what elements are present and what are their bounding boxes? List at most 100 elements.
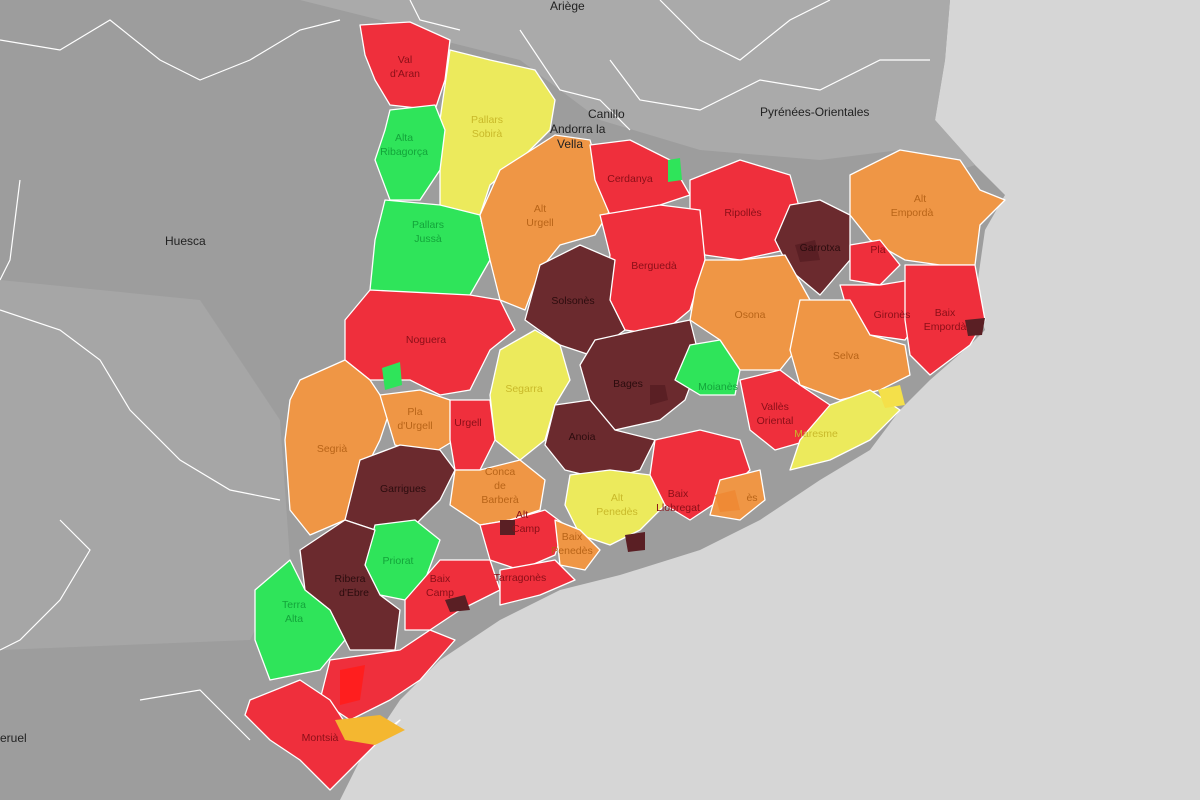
- label-alt-urgell-2: Urgell: [526, 217, 553, 229]
- enclave-dark-4: [445, 595, 470, 612]
- label-baix-llobregat: Baix: [668, 488, 689, 500]
- label-baix-emporda: Baix: [935, 307, 956, 319]
- border-line-3: [0, 179, 21, 281]
- label-alt-emporda: Alt: [914, 193, 926, 205]
- enclave-orange-delta: [335, 715, 405, 745]
- label-segria: Segrià: [317, 443, 348, 455]
- label-huesca: Huesca: [165, 234, 206, 248]
- region-baix-camp[interactable]: [404, 559, 501, 631]
- border-line-1: [0, 19, 341, 81]
- label-garrotxa: Garrotxa: [800, 242, 841, 254]
- region-anoia[interactable]: [544, 399, 656, 481]
- label-pallars-jussa-2: Jussà: [414, 233, 442, 245]
- label-alt-emporda-2: Empordà: [891, 207, 934, 219]
- label-alt-camp-2: Camp: [512, 523, 540, 535]
- region-conca-barbera[interactable]: [449, 459, 546, 526]
- label-pyrenees-orientales: Pyrénées-Orientales: [760, 105, 869, 119]
- label-ripolles: Ripollès: [724, 207, 761, 219]
- label-ribera-debre-2: d'Ebre: [339, 587, 369, 599]
- enclave-red-1: [340, 665, 365, 705]
- label-andorra-2: Vella: [557, 137, 583, 151]
- label-conca-barbera: Conca: [485, 466, 516, 478]
- label-canillo: Canillo: [588, 107, 625, 121]
- label-baix-emporda-2: Empordà: [924, 321, 967, 333]
- label-alt-urgell: Alt: [534, 203, 546, 215]
- regions-layer: [244, 21, 1006, 791]
- label-alta-ribagorca: Alta: [395, 132, 413, 144]
- label-maresme: Maresme: [794, 428, 838, 440]
- land-light-north: [200, 0, 975, 170]
- label-terra-alta: Terra: [282, 599, 306, 611]
- region-moianes[interactable]: [674, 339, 741, 396]
- label-alt-camp: Alt: [516, 509, 528, 521]
- label-priorat: Priorat: [383, 555, 414, 567]
- border-line-9: [409, 0, 461, 31]
- label-cerdanya: Cerdanya: [607, 173, 653, 185]
- label-valles-oriental: Vallès: [761, 401, 789, 413]
- label-solsones: Solsonès: [551, 295, 594, 307]
- region-baix-penedes[interactable]: [554, 519, 601, 571]
- label-ariege: Ariège: [550, 0, 585, 13]
- region-pla-estany[interactable]: [849, 239, 901, 286]
- label-moianes: Moianès: [698, 381, 738, 393]
- label-baix-camp: Baix: [430, 573, 451, 585]
- label-garrigues: Garrigues: [380, 483, 426, 495]
- label-alt-penedes-2: Penedès: [596, 506, 637, 518]
- enclave-yellow-1: [878, 385, 905, 408]
- label-alta-ribagorca-2: Ribagorça: [380, 146, 428, 158]
- region-bages[interactable]: [579, 319, 701, 431]
- region-labels: Val d'Aran Pallars Sobirà Alta Ribagorça…: [282, 54, 966, 744]
- label-pla-estany: Pla: [870, 244, 885, 256]
- label-conca-barbera-3: Barberà: [481, 494, 519, 506]
- region-baix-emporda[interactable]: [904, 264, 986, 376]
- region-selva[interactable]: [789, 299, 911, 401]
- label-ribera-debre: Ribera: [335, 573, 366, 585]
- label-osona: Osona: [735, 309, 766, 321]
- region-maresme[interactable]: [789, 389, 901, 471]
- label-baix-penedes: Baix: [562, 531, 583, 543]
- enclave-green-2: [668, 158, 682, 182]
- label-baix-penedes-2: Penedès: [551, 545, 592, 557]
- region-terra-alta[interactable]: [254, 559, 346, 681]
- border-line-7: [609, 59, 930, 111]
- border-line-6: [659, 0, 831, 61]
- label-valles-oriental-2: Oriental: [757, 415, 794, 427]
- label-teruel: eruel: [0, 731, 27, 745]
- region-alt-emporda[interactable]: [849, 149, 1006, 266]
- border-line-5: [139, 689, 251, 741]
- land-light-west: [0, 280, 290, 650]
- label-pla-urgell-2: d'Urgell: [397, 420, 432, 432]
- region-cerdanya[interactable]: [589, 139, 691, 216]
- label-barcelones: ès: [746, 492, 757, 504]
- label-andorra: Andorra la: [550, 122, 606, 136]
- region-solsones[interactable]: [524, 244, 626, 356]
- region-pallars-jussa[interactable]: [369, 199, 491, 301]
- label-noguera: Noguera: [406, 334, 446, 346]
- label-tarragones: Tarragonès: [494, 572, 547, 584]
- label-urgell: Urgell: [454, 417, 481, 429]
- region-tarragones[interactable]: [499, 559, 576, 606]
- label-val-daran-2: d'Aran: [390, 68, 420, 80]
- region-alta-ribagorca[interactable]: [374, 104, 446, 201]
- border-line-8: [519, 29, 631, 131]
- label-baix-llobregat-2: Llobregat: [656, 502, 700, 514]
- label-pla-urgell: Pla: [407, 406, 422, 418]
- label-pallars-sobira-2: Sobirà: [472, 128, 503, 140]
- region-alt-urgell[interactable]: [479, 134, 611, 311]
- enclave-dark-6: [625, 532, 645, 552]
- enclave-dark-5: [965, 318, 985, 336]
- label-val-daran: Val: [398, 54, 412, 66]
- enclave-dark-3: [500, 520, 515, 535]
- label-girones: Gironès: [874, 309, 911, 321]
- label-bages: Bages: [613, 378, 643, 390]
- label-baix-camp-2: Camp: [426, 587, 454, 599]
- label-conca-barbera-2: de: [494, 480, 506, 492]
- enclave-dark-2: [795, 240, 820, 262]
- label-alt-penedes: Alt: [611, 492, 623, 504]
- region-alt-penedes[interactable]: [564, 469, 666, 546]
- label-anoia: Anoia: [569, 431, 596, 443]
- label-terra-alta-2: Alta: [285, 613, 303, 625]
- enclave-dark-1: [650, 385, 668, 405]
- enclave-green-1: [382, 362, 402, 390]
